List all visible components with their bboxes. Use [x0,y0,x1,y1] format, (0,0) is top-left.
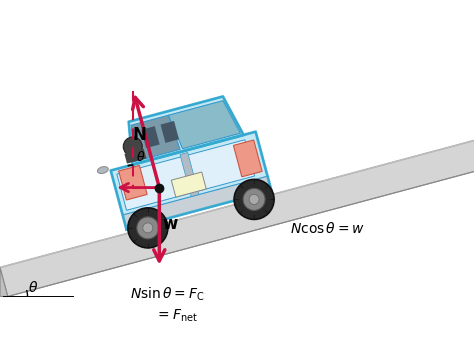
Text: w: w [163,215,178,233]
Text: $N\sin\theta = F_{\rm C}$: $N\sin\theta = F_{\rm C}$ [130,286,204,303]
Polygon shape [168,100,240,149]
Circle shape [137,217,159,239]
Text: $N\cos\theta = w$: $N\cos\theta = w$ [290,220,365,235]
Polygon shape [118,166,147,200]
Polygon shape [111,132,272,229]
Polygon shape [129,96,244,165]
Ellipse shape [98,167,108,174]
Text: $= F_{\rm net}$: $= F_{\rm net}$ [155,308,198,324]
Polygon shape [180,153,199,197]
Polygon shape [0,267,8,297]
Polygon shape [0,140,474,297]
Circle shape [143,223,153,233]
Text: N: N [133,126,146,144]
Polygon shape [117,140,255,210]
Text: θ: θ [28,282,37,296]
Polygon shape [123,176,272,229]
Circle shape [123,137,142,156]
Circle shape [234,179,274,219]
Polygon shape [131,115,180,162]
Polygon shape [171,172,206,197]
Polygon shape [161,121,179,143]
Polygon shape [233,140,262,177]
Polygon shape [141,126,160,148]
Circle shape [128,208,168,248]
Polygon shape [124,149,146,163]
Text: θ: θ [137,151,144,164]
Circle shape [243,188,265,210]
Circle shape [249,194,259,204]
